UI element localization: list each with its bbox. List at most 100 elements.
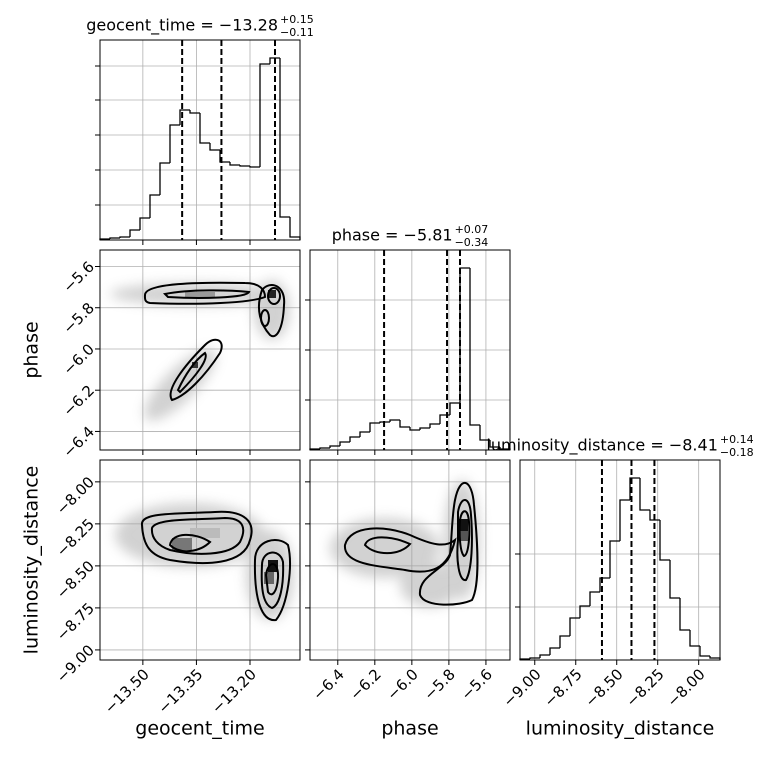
y-tick-label: −6.2 — [60, 381, 98, 419]
x-tick-label: −8.75 — [541, 665, 586, 710]
hist-step — [689, 630, 700, 647]
hist-step — [139, 217, 150, 230]
x-tick-label: −5.6 — [457, 665, 495, 703]
title-sup: +0.07 — [455, 223, 489, 236]
x-tick-label: −5.8 — [420, 665, 458, 703]
hist-step — [339, 441, 350, 446]
hist-step — [379, 421, 390, 423]
hist-step — [659, 520, 670, 561]
y-tick-label: −5.6 — [60, 258, 98, 296]
hist-step — [319, 447, 330, 449]
panel-frame — [99, 39, 301, 241]
hist-step — [599, 577, 610, 592]
hist-step — [199, 113, 210, 144]
y-tick-label: −6.4 — [60, 423, 98, 461]
y-tick-label: −5.8 — [60, 299, 98, 337]
hist-step — [549, 647, 560, 655]
hist-step — [639, 478, 650, 511]
hist-step — [159, 162, 170, 195]
hist-step — [709, 656, 721, 660]
panel-frame — [309, 459, 511, 661]
hist-step — [219, 150, 230, 163]
x-tick-label: −9.00 — [500, 665, 545, 710]
hist-step — [349, 436, 360, 442]
hist-step — [329, 445, 340, 448]
y-tick-label: −8.75 — [53, 599, 98, 644]
panel-title: phase = −5.81 — [332, 226, 453, 245]
x-tick-label: −8.50 — [581, 665, 626, 710]
hist-step — [669, 560, 680, 599]
x-axis-label: geocent_time — [135, 718, 264, 740]
y-tick-label: −8.25 — [53, 515, 98, 560]
hist-step — [359, 431, 370, 437]
hist-step — [679, 598, 690, 631]
panel-frame — [99, 249, 301, 451]
hist-step — [189, 110, 200, 114]
hist-step — [699, 646, 710, 657]
y-tick-label: −8.50 — [53, 557, 98, 602]
hist-step — [649, 510, 660, 521]
hist-step — [569, 617, 580, 636]
y-axis-label: phase — [21, 321, 43, 378]
hist-step — [129, 229, 140, 237]
x-tick-label: −8.25 — [622, 665, 667, 710]
hist-step — [429, 423, 440, 428]
title-sup: +0.15 — [280, 13, 314, 26]
hist-step — [369, 422, 380, 432]
panel-title: geocent_time = −13.28 — [86, 16, 278, 36]
panel-title: luminosity_distance = −8.41 — [486, 436, 717, 456]
hist-step — [559, 635, 570, 648]
hist-step — [489, 440, 500, 448]
x-tick-label: −6.2 — [346, 665, 384, 703]
hist-step — [389, 419, 400, 422]
x-tick-label: −8.00 — [663, 665, 708, 710]
hist-step — [479, 425, 490, 441]
hist-step — [579, 605, 590, 618]
hist-step — [419, 427, 430, 430]
title-sub: −0.34 — [455, 236, 489, 249]
hist-step — [239, 165, 250, 167]
x-tick-label: −13.20 — [208, 665, 260, 717]
x-tick-label: −6.0 — [383, 665, 421, 703]
x-tick-label: −6.4 — [309, 665, 347, 703]
hist-step — [529, 657, 540, 659]
hist-step — [619, 499, 630, 541]
x-tick-label: −13.50 — [101, 665, 153, 717]
hist-step — [259, 63, 270, 167]
hist-step — [109, 237, 120, 239]
hist-step — [449, 402, 460, 415]
hist-step — [229, 162, 240, 166]
hist-step — [629, 477, 640, 500]
hist-step — [119, 236, 130, 238]
hist-step — [179, 109, 190, 125]
hist-step — [209, 143, 220, 151]
hist-step — [589, 591, 600, 606]
y-tick-label: −8.00 — [53, 473, 98, 518]
hist-step — [609, 540, 620, 578]
x-axis-label: phase — [381, 718, 438, 740]
hist-step — [459, 267, 470, 403]
panel-frame — [519, 459, 721, 661]
title-sup: +0.14 — [720, 433, 754, 446]
y-tick-label: −9.00 — [53, 641, 98, 686]
hist-step — [289, 217, 301, 240]
y-axis-label: luminosity_distance — [21, 466, 43, 655]
hist-step — [269, 57, 280, 64]
density-pixels — [172, 290, 468, 584]
mark-layer: geocent_time = −13.28 +0.15−0.11 phase = −… — [21, 13, 754, 740]
hist-step — [279, 58, 290, 218]
x-axis-label: luminosity_distance — [526, 718, 715, 740]
y-tick-label: −6.0 — [60, 340, 98, 378]
title-sub: −0.11 — [280, 26, 314, 39]
panel-frame — [309, 249, 511, 451]
hist-step — [169, 124, 180, 163]
hist-step — [409, 427, 420, 431]
x-tick-label: −13.35 — [154, 665, 206, 717]
hist-step — [249, 166, 260, 168]
hist-step — [469, 268, 480, 426]
title-sub: −0.18 — [720, 446, 754, 459]
hist-step — [399, 420, 410, 428]
hist-step — [149, 194, 160, 218]
